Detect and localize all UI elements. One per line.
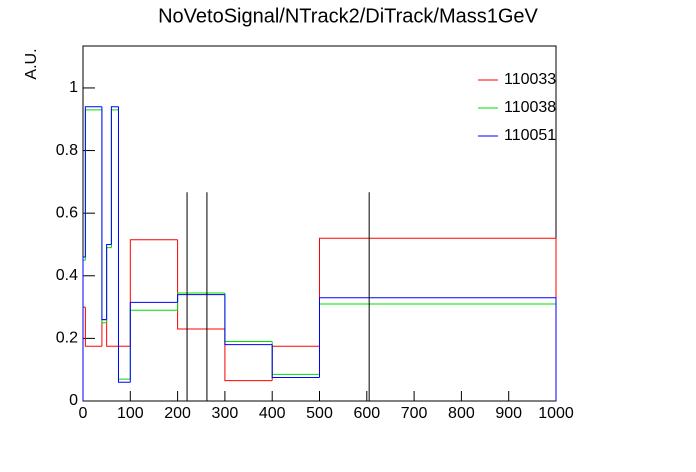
histogram-step <box>101 106 107 321</box>
x-tick-label: 100 <box>117 405 144 422</box>
histogram-step <box>84 106 102 257</box>
y-tick-label: 0.6 <box>56 204 78 221</box>
y-tick-label: 0.8 <box>56 142 78 159</box>
histogram-step <box>129 309 178 380</box>
histogram-step <box>271 344 320 379</box>
x-tick-label: 700 <box>401 405 428 422</box>
x-tick-label: 1000 <box>538 405 574 422</box>
histogram-step <box>224 328 273 382</box>
histogram-step <box>177 292 225 311</box>
histogram-step <box>106 247 112 323</box>
histogram-step <box>84 109 102 261</box>
histogram-step <box>110 109 119 248</box>
histogram-step <box>101 109 107 324</box>
histogram-step <box>117 109 131 380</box>
histogram-step <box>129 301 178 383</box>
x-tick-label: 0 <box>79 405 88 422</box>
histogram-step <box>224 292 273 343</box>
y-tick-label: 0.2 <box>56 330 78 347</box>
legend-label: 110051 <box>504 127 556 144</box>
x-tick-label: 400 <box>259 405 286 422</box>
x-tick-label: 800 <box>448 405 475 422</box>
x-tick-label: 900 <box>495 405 522 422</box>
histogram-step <box>224 294 273 346</box>
y-axis-label: A.U. <box>23 48 40 79</box>
histogram-step <box>271 345 320 381</box>
histogram-step <box>106 243 112 320</box>
histogram-step <box>110 106 119 245</box>
histogram-step <box>177 239 225 330</box>
histogram-step <box>84 307 102 347</box>
y-tick-label: 0.4 <box>56 267 78 284</box>
histogram-step <box>319 303 557 401</box>
histogram-step <box>101 319 107 347</box>
x-tick-label: 600 <box>353 405 380 422</box>
histogram-step <box>129 239 178 347</box>
chart-title: NoVetoSignal/NTrack2/DiTrack/Mass1GeV <box>158 5 538 27</box>
x-tick-label: 300 <box>212 405 239 422</box>
x-tick-label: 200 <box>164 405 191 422</box>
legend-label: 110033 <box>504 71 556 88</box>
histogram-step <box>177 294 225 303</box>
histogram-step <box>117 106 131 383</box>
histogram-step <box>82 256 86 401</box>
histogram-step <box>319 297 557 401</box>
histogram-step <box>319 237 557 401</box>
x-tick-label: 500 <box>306 405 333 422</box>
legend-label: 110038 <box>504 99 556 116</box>
y-tick-label: 1 <box>69 79 78 96</box>
histogram-step <box>106 319 112 347</box>
y-tick-label: 0 <box>69 392 78 409</box>
